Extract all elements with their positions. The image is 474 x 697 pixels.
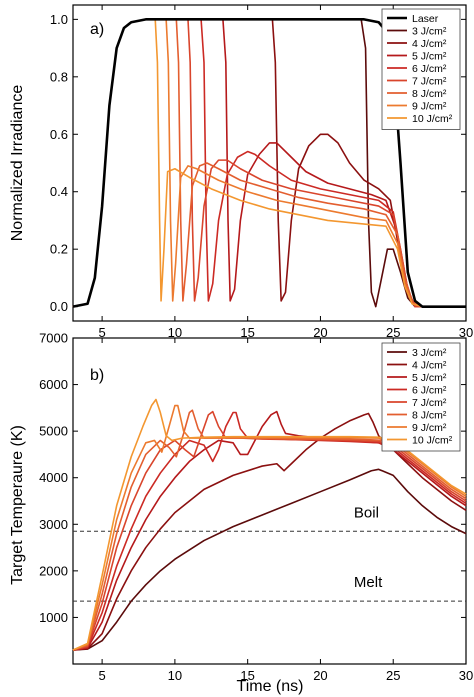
- legend-entry: 5 J/cm²: [412, 51, 447, 63]
- panel-b-label: b): [90, 367, 104, 384]
- x-tick-label: 15: [240, 325, 254, 340]
- series-line-3: [72, 411, 467, 651]
- annotation-label: Melt: [354, 574, 383, 591]
- series-line-2: [72, 410, 467, 651]
- legend-entry: 10 J/cm²: [412, 435, 453, 447]
- legend-entry: 3 J/cm²: [412, 26, 447, 38]
- legend-entry: 4 J/cm²: [412, 38, 447, 50]
- legend-entry: 9 J/cm²: [412, 422, 447, 434]
- legend-entry: 6 J/cm²: [412, 63, 447, 75]
- panel-a-label: a): [90, 21, 104, 38]
- series-line-4: [72, 410, 467, 651]
- panel-a-series: [72, 18, 466, 308]
- legend-entry: 10 J/cm²: [412, 113, 453, 125]
- y-tick-label: 7000: [39, 331, 68, 346]
- legend-entry: 9 J/cm²: [412, 101, 447, 113]
- x-tick-label: 25: [386, 325, 400, 340]
- x-tick-label: 20: [313, 325, 327, 340]
- x-tick-label: 15: [240, 668, 254, 683]
- legend-entry: 7 J/cm²: [412, 76, 447, 88]
- y-tick-label: 0.6: [50, 127, 68, 142]
- y-tick-label: 4000: [39, 470, 68, 485]
- legend-box: [381, 342, 461, 452]
- y-tick-label: 0.0: [50, 299, 68, 314]
- x-tick-label: 5: [98, 325, 105, 340]
- y-tick-label: 3000: [39, 517, 68, 532]
- y-tick-label: 5000: [39, 424, 68, 439]
- legend-entry: 7 J/cm²: [412, 397, 447, 409]
- panel-b-ticks: 5 10 15 20 25 30 1000 2000 3000 4000 5000 6000 7000: [39, 331, 473, 684]
- panel-a-ticks: 5 10 15 20 25 30 0.0 0.2 0.4 0.6 0.8 1.0: [50, 5, 473, 340]
- panel-b-y-axis-title: Target Temperaure (K): [9, 425, 26, 585]
- y-tick-label: 1000: [39, 610, 68, 625]
- panel-b-chart: 5 10 15 20 25 301000200030004000500060007000 …: [9, 331, 473, 696]
- x-tick-label: 5: [98, 668, 105, 683]
- y-tick-label: 0.2: [50, 242, 68, 257]
- legend-entry: 6 J/cm²: [412, 385, 447, 397]
- legend-box: [381, 8, 461, 130]
- y-tick-label: 6000: [39, 377, 68, 392]
- panel-a-chart: 5 10 15 20 25 30 0.0 0.2 0.4 0.6 0.8 1.0 a) Normali…: [9, 4, 473, 340]
- y-tick-label: 2000: [39, 563, 68, 578]
- x-tick-label: 30: [459, 325, 473, 340]
- legend-entry: Laser: [412, 13, 439, 25]
- legend-entry: 4 J/cm²: [412, 360, 447, 372]
- x-tick-label: 25: [386, 668, 400, 683]
- y-tick-label: 0.4: [50, 184, 68, 199]
- x-tick-label: 30: [459, 668, 473, 683]
- legend-entry: 8 J/cm²: [412, 88, 447, 100]
- annotation-label: Boil: [354, 504, 379, 521]
- series-line-0: [72, 18, 466, 308]
- x-axis-title: Time (ns): [237, 678, 304, 695]
- x-tick-label: 10: [168, 668, 182, 683]
- legend-entry: 3 J/cm²: [412, 347, 447, 359]
- panel-a-y-axis-title: Normalized Irradiance: [9, 85, 26, 242]
- legend-entry: 5 J/cm²: [412, 372, 447, 384]
- legend-entry: 8 J/cm²: [412, 410, 447, 422]
- series-line-0: [72, 468, 467, 651]
- y-tick-label: 1.0: [50, 12, 68, 27]
- y-tick-label: 0.8: [50, 69, 68, 84]
- panel-b-annotations: Boil Melt: [73, 504, 466, 602]
- x-tick-label: 20: [313, 668, 327, 683]
- x-tick-label: 10: [168, 325, 182, 340]
